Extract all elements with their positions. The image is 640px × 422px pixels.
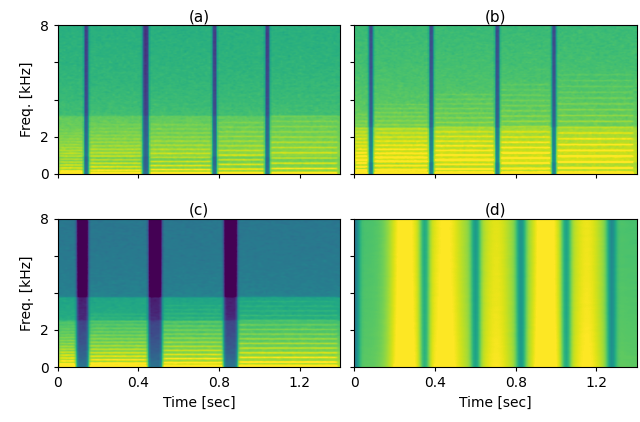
Title: (b): (b) [484, 9, 506, 24]
Y-axis label: Freq. [kHz]: Freq. [kHz] [20, 255, 34, 330]
X-axis label: Time [sec]: Time [sec] [460, 396, 532, 410]
Title: (a): (a) [188, 9, 209, 24]
Y-axis label: Freq. [kHz]: Freq. [kHz] [20, 62, 34, 138]
Title: (c): (c) [189, 203, 209, 217]
Title: (d): (d) [484, 203, 506, 217]
X-axis label: Time [sec]: Time [sec] [163, 396, 235, 410]
